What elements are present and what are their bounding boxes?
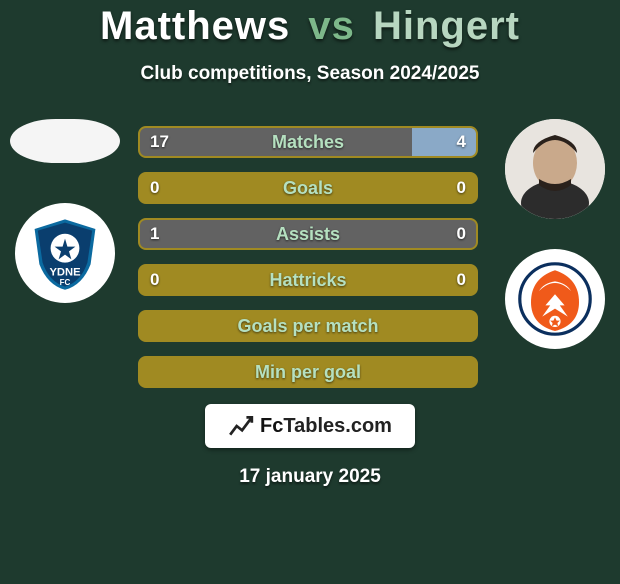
vs-separator: vs xyxy=(308,4,355,48)
stat-row-assists: 1 0 Assists xyxy=(138,218,478,250)
stat-row-matches: 17 4 Matches xyxy=(138,126,478,158)
stat-row-goals-per-match: Goals per match xyxy=(138,310,478,342)
player2-avatar xyxy=(505,119,605,219)
comparison-bars: 17 4 Matches 0 0 Goals 1 0 Assists 0 0 Hattricks Goa… xyxy=(138,126,478,402)
stat-label: Goals xyxy=(283,178,333,199)
stat-label: Hattricks xyxy=(269,270,346,291)
player1-avatar xyxy=(10,119,120,163)
player2-name: Hingert xyxy=(373,4,520,48)
stat-label: Min per goal xyxy=(255,362,361,383)
player2-club-badge xyxy=(505,249,605,349)
stat-left-value: 0 xyxy=(150,270,159,290)
page-title: Matthews vs Hingert xyxy=(10,4,610,49)
stat-left-value: 17 xyxy=(150,132,169,152)
subtitle: Club competitions, Season 2024/2025 xyxy=(10,63,610,85)
stat-right-value: 0 xyxy=(457,224,466,244)
player1-club-badge: YDNE FC xyxy=(15,203,115,303)
svg-text:FC: FC xyxy=(60,278,71,287)
player1-name: Matthews xyxy=(100,4,290,48)
brand-text: FcTables.com xyxy=(260,415,392,438)
footer-date: 17 january 2025 xyxy=(0,466,620,488)
stat-label: Assists xyxy=(276,224,340,245)
stat-right-fill xyxy=(412,128,476,156)
stat-label: Matches xyxy=(272,132,344,153)
stat-row-hattricks: 0 0 Hattricks xyxy=(138,264,478,296)
stat-label: Goals per match xyxy=(237,316,378,337)
stat-row-min-per-goal: Min per goal xyxy=(138,356,478,388)
svg-text:YDNE: YDNE xyxy=(49,266,81,278)
stat-right-value: 4 xyxy=(457,132,466,152)
stat-left-value: 0 xyxy=(150,178,159,198)
stat-right-value: 0 xyxy=(457,178,466,198)
stat-left-value: 1 xyxy=(150,224,159,244)
brand-logo: FcTables.com xyxy=(205,404,415,448)
stat-row-goals: 0 0 Goals xyxy=(138,172,478,204)
stat-right-value: 0 xyxy=(457,270,466,290)
